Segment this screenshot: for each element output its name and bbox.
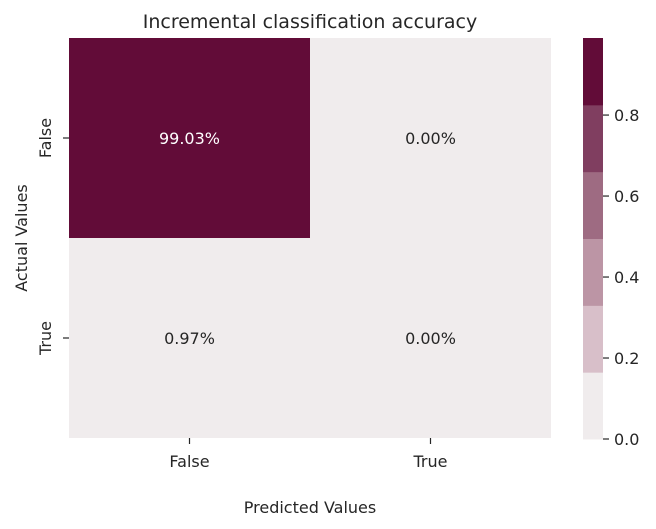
- heatmap-cells: [69, 38, 551, 438]
- heatmap-cell-label-0-1: 0.00%: [405, 129, 456, 148]
- x-axis-label: Predicted Values: [244, 498, 376, 517]
- colorbar-segment-1: [583, 305, 603, 373]
- heatmap-cell-0-1: [310, 38, 551, 238]
- colorbar-ticks: 0.0 0.2 0.4 0.6 0.8: [603, 106, 639, 449]
- colorbar-tick-label-4: 0.8: [614, 106, 639, 125]
- y-axis-ticks: False True: [36, 118, 69, 356]
- y-tick-label-0: False: [36, 118, 55, 158]
- y-tick-label-1: True: [36, 321, 55, 356]
- heatmap-cell-1-0: [69, 238, 310, 438]
- heatmap-cell-1-1: [310, 238, 551, 438]
- colorbar-segment-2: [583, 238, 603, 306]
- colorbar-segment-3: [583, 171, 603, 239]
- colorbar-segment-4: [583, 104, 603, 173]
- y-axis-label: Actual Values: [12, 184, 31, 291]
- x-axis-ticks: False True: [169, 438, 447, 471]
- colorbar-segment-5: [583, 38, 603, 106]
- colorbar-tick-label-0: 0.0: [614, 430, 639, 449]
- colorbar: [583, 38, 603, 440]
- colorbar-tick-label-2: 0.4: [614, 268, 639, 287]
- heatmap-cell-labels: 99.03% 0.00% 0.97% 0.00%: [159, 129, 456, 348]
- colorbar-tick-label-3: 0.6: [614, 187, 639, 206]
- heatmap-cell-0-0: [69, 38, 310, 238]
- colorbar-tick-label-1: 0.2: [614, 349, 639, 368]
- x-tick-label-1: True: [413, 452, 448, 471]
- x-tick-label-0: False: [169, 452, 209, 471]
- heatmap-cell-label-1-1: 0.00%: [405, 329, 456, 348]
- chart-title: Incremental classification accuracy: [143, 11, 478, 33]
- heatmap-cell-label-0-0: 99.03%: [159, 129, 220, 148]
- colorbar-segment-0: [583, 372, 603, 440]
- heatmap-cell-label-1-0: 0.97%: [164, 329, 215, 348]
